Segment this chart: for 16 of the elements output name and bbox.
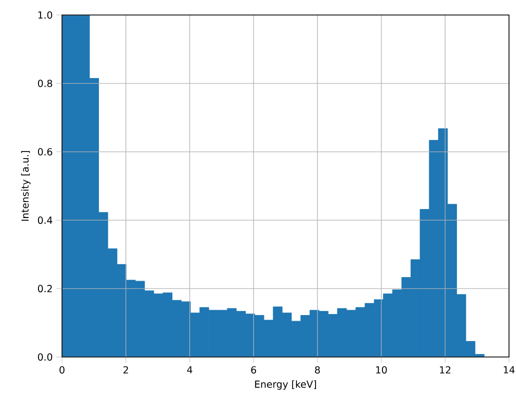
x-tick-label: 4 — [187, 366, 192, 374]
x-tick-label: 2 — [123, 366, 128, 374]
y-tick-label: 0.8 — [38, 80, 52, 88]
y-axis-title: Intensity [a.u.] — [21, 151, 31, 221]
x-axis-title: Energy [keV] — [255, 380, 316, 390]
x-tick-label: 10 — [376, 366, 387, 374]
y-tick-label: 0.2 — [38, 284, 52, 292]
y-tick-label: 1.0 — [38, 11, 52, 19]
y-tick-label: 0.0 — [38, 353, 52, 361]
y-tick-label: 0.6 — [38, 148, 52, 156]
x-tick-label: 12 — [440, 366, 450, 374]
x-tick-label: 8 — [315, 366, 320, 374]
x-tick-label: 6 — [251, 366, 256, 374]
x-tick-label: 14 — [504, 366, 515, 374]
y-tick-label: 0.4 — [38, 216, 52, 224]
x-tick-label: 0 — [60, 366, 64, 374]
